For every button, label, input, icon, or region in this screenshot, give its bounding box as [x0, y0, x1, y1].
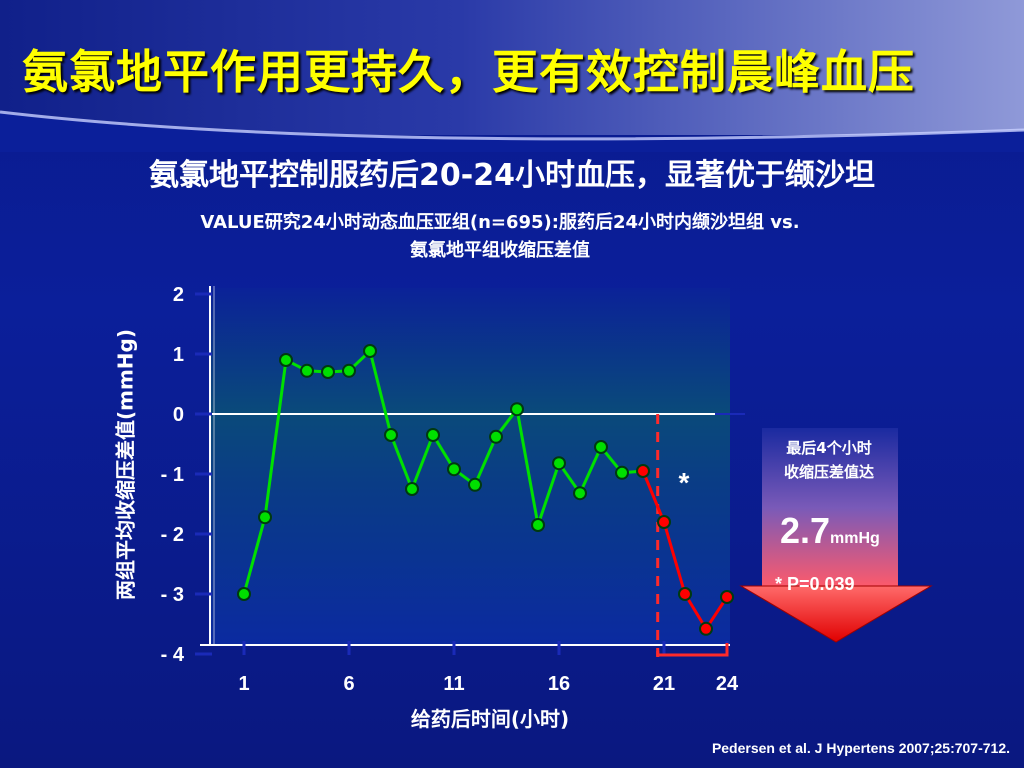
- x-tick-label: 6: [343, 673, 354, 695]
- p-value: * P=0.039: [775, 574, 855, 594]
- x-tick-label: 16: [548, 673, 570, 695]
- callout-unit: mmHg: [830, 530, 880, 547]
- x-tick-label: 11: [443, 673, 464, 695]
- down-arrow-icon: [739, 585, 933, 643]
- y-axis-label: 两组平均收缩压差值(mmHg): [113, 329, 138, 601]
- callout-line2: 收缩压差值达: [783, 463, 874, 481]
- y-tick-label: 2: [173, 284, 184, 306]
- y-tick-label: 1: [173, 344, 184, 366]
- x-axis-label: 给药后时间(小时): [410, 707, 570, 731]
- data-point: [636, 464, 650, 478]
- data-point: [384, 428, 398, 442]
- data-point: [468, 477, 482, 492]
- significance-asterisk: *: [679, 467, 690, 498]
- data-point: [237, 587, 251, 601]
- data-point: [279, 353, 293, 367]
- data-point: [405, 482, 419, 496]
- data-point: [363, 344, 377, 358]
- callout-number: 2.7: [780, 510, 831, 551]
- data-point: [510, 402, 524, 417]
- data-point: [699, 621, 713, 636]
- data-point: [489, 429, 503, 444]
- page-title: 氨氯地平作用更持久，更有效控制晨峰血压: [22, 45, 915, 99]
- data-point: [720, 590, 734, 604]
- data-point: [300, 363, 314, 378]
- data-point: [552, 456, 566, 471]
- y-tick-label: - 2: [161, 524, 184, 546]
- highlight-bracket: [656, 643, 729, 657]
- data-point: [258, 510, 272, 525]
- header-curve: [0, 110, 1024, 152]
- callout-line1: 最后4个小时: [786, 439, 872, 457]
- y-tick-label: - 1: [161, 464, 184, 486]
- study-description-line2: 氨氯地平组收缩压差值: [410, 240, 590, 261]
- callout-panel: [762, 428, 898, 588]
- callout-value: 2.7mmHg: [780, 510, 880, 552]
- subtitle: 氨氯地平控制服药后20-24小时血压，显著优于缬沙坦: [149, 158, 875, 193]
- data-point: [615, 465, 629, 480]
- y-tick-label: 0: [173, 404, 184, 426]
- data-point: [657, 515, 671, 529]
- data-point: [447, 462, 461, 477]
- plot-area: [210, 288, 730, 645]
- header-band: [0, 0, 1024, 135]
- data-point: [342, 363, 356, 378]
- study-description-line1: VALUE研究24小时动态血压亚组(n=695):服药后24小时内缬沙坦组 vs…: [200, 212, 800, 233]
- y-tick-label: - 4: [161, 644, 185, 666]
- x-tick-label: 21: [653, 673, 675, 695]
- y-tick-label: - 3: [161, 584, 184, 606]
- data-point: [594, 440, 608, 454]
- x-tick-label: 24: [716, 673, 739, 695]
- data-point: [321, 365, 335, 379]
- x-tick-label: 1: [238, 673, 249, 695]
- data-point: [426, 428, 440, 442]
- data-point: [678, 587, 692, 601]
- citation: Pedersen et al. J Hypertens 2007;25:707-…: [711, 740, 1010, 756]
- data-point: [573, 486, 587, 501]
- data-point: [531, 518, 545, 532]
